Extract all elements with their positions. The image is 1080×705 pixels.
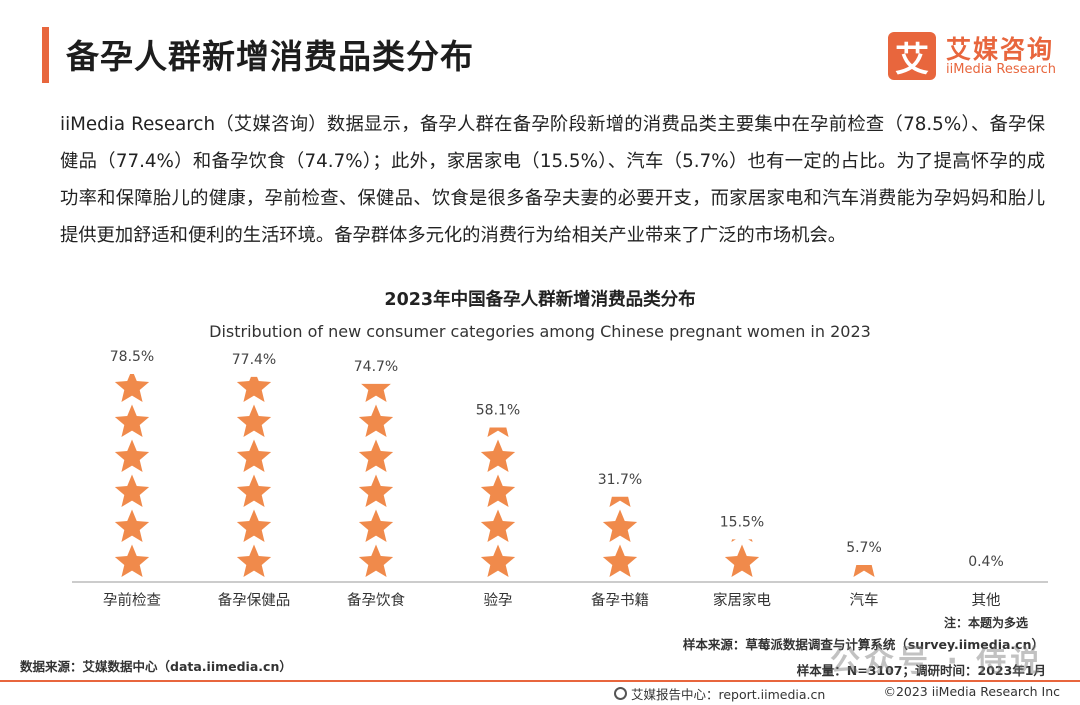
star-mark — [236, 509, 272, 543]
sample-info: 样本量：N=3107；调研时间：2023年1月 — [796, 663, 1046, 678]
bar-备孕书籍 — [602, 335, 638, 578]
bar-备孕保健品 — [236, 376, 272, 578]
star-mark — [236, 544, 272, 578]
bar-汽车 — [847, 335, 881, 578]
star-mark — [480, 509, 516, 543]
star-mark — [487, 427, 509, 438]
star-mark — [114, 373, 150, 403]
star-mark — [358, 509, 394, 543]
footer-report-center[interactable]: 艾媒报告中心：report.iimedia.cn — [614, 684, 825, 703]
star-mark — [236, 474, 272, 508]
footer-report-text: 艾媒报告中心：report.iimedia.cn — [631, 687, 826, 702]
chart-title: 2023年中国备孕人群新增消费品类分布 — [384, 290, 696, 310]
star-mark — [114, 544, 150, 578]
globe-icon — [614, 687, 627, 700]
star-mark — [358, 404, 394, 438]
star-mark — [603, 440, 637, 473]
star-mark — [847, 335, 881, 368]
star-mark — [969, 370, 1003, 403]
star-mark — [603, 335, 637, 368]
star-mark — [731, 539, 753, 543]
sample-source: 样本来源：草莓派数据调查与计算系统（survey.iimedia.cn） — [682, 637, 1044, 652]
star-mark — [358, 474, 394, 508]
star-mark — [361, 383, 391, 403]
star-mark — [481, 335, 515, 368]
star-mark — [114, 404, 150, 438]
logo-en-text: iiMedia Research — [946, 62, 1057, 77]
star-mark — [725, 440, 759, 473]
category-label: 备孕保健品 — [218, 592, 291, 609]
star-mark — [480, 439, 516, 473]
star-mark — [358, 544, 394, 578]
title-accent-bar — [42, 27, 49, 83]
star-mark — [609, 496, 631, 508]
page-title: 备孕人群新增消费品类分布 — [66, 37, 474, 76]
star-mark — [603, 405, 637, 438]
watermark: 公众号 · 侍说 — [830, 644, 1045, 679]
star-mark — [725, 335, 759, 368]
data-label: 77.4% — [232, 352, 276, 368]
data-label: 15.5% — [720, 514, 764, 530]
star-mark — [236, 376, 272, 403]
logo-mark-icon: 艾 — [888, 32, 936, 80]
star-mark — [236, 439, 272, 473]
star-mark — [480, 474, 516, 508]
chart-note: 注：本题为多选 — [943, 616, 1028, 630]
star-mark — [602, 509, 638, 543]
category-label: 其他 — [972, 592, 1001, 609]
star-mark — [358, 439, 394, 473]
bar-其他 — [969, 335, 1003, 578]
bar-备孕饮食 — [358, 383, 394, 578]
bar-家居家电 — [724, 335, 760, 578]
bar-孕前检查 — [114, 373, 150, 578]
star-mark — [847, 440, 881, 473]
footer-copyright: ©2023 iiMedia Research Inc — [883, 684, 1060, 699]
logo: 艾 艾媒咨询 iiMedia Research — [888, 32, 1068, 80]
data-label: 5.7% — [846, 540, 882, 556]
star-mark — [114, 439, 150, 473]
star-mark — [969, 440, 1003, 473]
data-label: 74.7% — [354, 359, 398, 375]
bar-验孕 — [480, 335, 516, 578]
star-mark — [969, 335, 1003, 368]
star-mark — [725, 405, 759, 438]
star-mark — [236, 404, 272, 438]
star-mark — [603, 370, 637, 403]
category-label: 孕前检查 — [103, 592, 161, 609]
star-mark — [853, 565, 875, 578]
footer-divider — [0, 680, 1080, 682]
chart-subtitle: Distribution of new consumer categories … — [209, 322, 871, 341]
category-label: 备孕饮食 — [347, 592, 405, 609]
star-mark — [114, 509, 150, 543]
category-label: 家居家电 — [713, 592, 771, 609]
star-mark — [847, 475, 881, 508]
star-mark — [481, 370, 515, 403]
intro-paragraph: iiMedia Research（艾媒咨询）数据显示，备孕人群在备孕阶段新增的消… — [60, 114, 1045, 246]
star-mark — [114, 474, 150, 508]
star-mark — [725, 475, 759, 508]
star-mark — [480, 544, 516, 578]
star-mark — [725, 370, 759, 403]
star-mark — [969, 405, 1003, 438]
category-label: 备孕书籍 — [591, 592, 649, 609]
data-label: 0.4% — [968, 554, 1004, 570]
star-mark — [969, 510, 1003, 543]
data-label: 78.5% — [110, 349, 154, 365]
star-mark — [847, 510, 881, 543]
category-label: 汽车 — [850, 592, 879, 609]
data-source: 数据来源：艾媒数据中心（data.iimedia.cn） — [20, 659, 292, 674]
star-mark — [969, 475, 1003, 508]
star-mark — [724, 544, 760, 578]
star-mark — [602, 544, 638, 578]
data-label: 58.1% — [476, 402, 520, 418]
logo-cn-text: 艾媒咨询 — [946, 35, 1055, 64]
category-label: 验孕 — [484, 592, 513, 609]
data-label: 31.7% — [598, 472, 642, 488]
star-mark — [847, 405, 881, 438]
star-mark — [847, 370, 881, 403]
